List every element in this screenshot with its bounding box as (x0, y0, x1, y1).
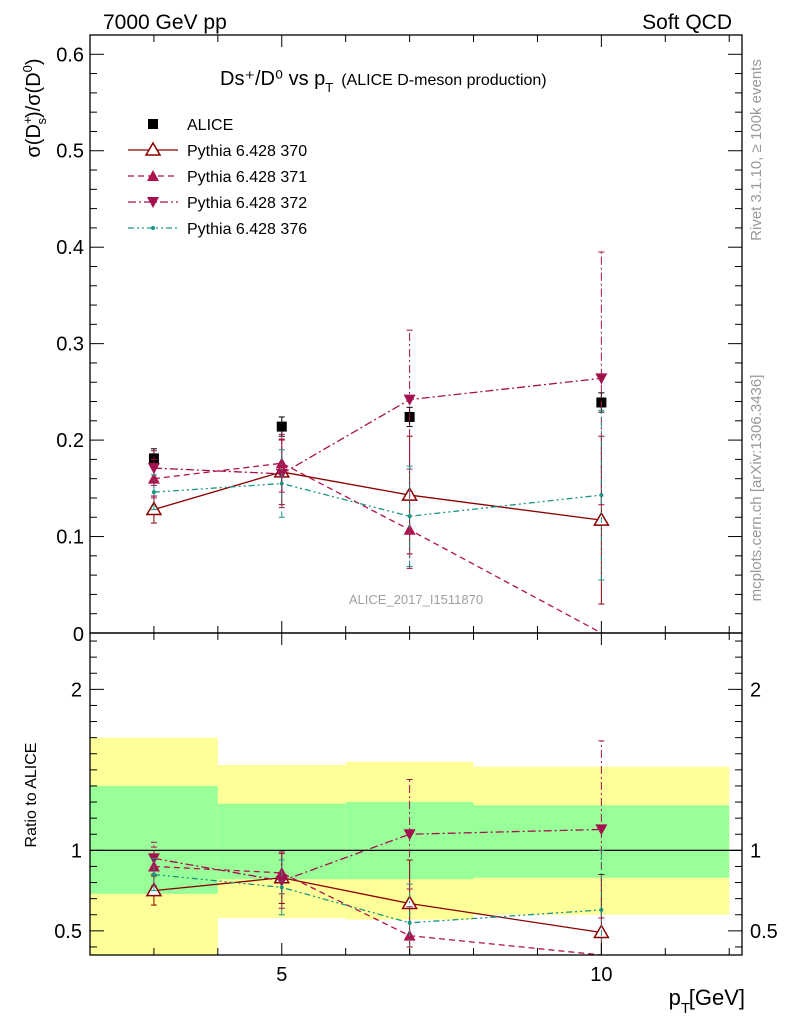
main-s4-point-0 (151, 490, 156, 495)
main-ytick-label-3: 0.4 (56, 237, 84, 259)
main-s1-line (153, 471, 602, 521)
main-s4-line (153, 482, 602, 517)
main-ytick-label-2: 0.3 (56, 334, 84, 356)
ratio-ytick-label-left-2: 2 (71, 679, 82, 701)
ratio-s3-point-3 (599, 907, 604, 912)
rivet-side-label: Rivet 3.1.10, ≥ 100k events (748, 59, 765, 241)
chart-title: Ds⁺/D⁰ vs pT (ALICE D-meson production) (220, 68, 547, 95)
ratio-s2-line (153, 828, 602, 882)
ratio-s0-line (153, 877, 602, 934)
legend-marker-2 (147, 170, 159, 181)
legend-label-3: Pythia 6.428 372 (187, 195, 307, 212)
ratio-ytick-label-right-1: 1 (750, 840, 761, 862)
x-tick-label-10: 10 (590, 964, 612, 986)
legend-marker-0 (148, 119, 158, 129)
mcplots-side-label: mcplots.cern.ch [arXiv:1306.3436] (748, 375, 765, 602)
x-tick-label-5: 5 (276, 964, 287, 986)
x-axis-unit: [GeV] (689, 985, 745, 1010)
ratio-s3-point-2 (407, 920, 412, 925)
main-ytick-label-0: 0.1 (56, 527, 84, 549)
ratio-s3-point-0 (151, 872, 156, 877)
main-ytick-label-1: 0.2 (56, 430, 84, 452)
ratio-s2-point-2 (403, 829, 416, 841)
data-marks (145, 251, 610, 956)
main-s3-point-0 (147, 463, 160, 475)
ratio-ytick-label-left-0: 0.5 (54, 921, 82, 943)
main-ytick-label-5: 0.6 (56, 44, 84, 66)
ratio-frame (89, 632, 743, 956)
main-s3-point-2 (403, 394, 416, 406)
ratio-s3-point-1 (279, 885, 284, 890)
legend-label-2: Pythia 6.428 371 (187, 169, 307, 186)
ratio-s3-line (153, 873, 602, 924)
legend-marker-4 (151, 226, 155, 230)
axes: 5 10 0.1 0.2 0.3 0.4 0.5 0.6 0 0.5 0.5 1 1 2 2 (54, 34, 778, 986)
legend-label-4: Pythia 6.428 376 (187, 221, 307, 238)
main-ytick-label-zero: 0 (73, 624, 84, 646)
legend-label-1: Pythia 6.428 370 (187, 143, 307, 160)
ratio-ytick-label-left-1: 1 (71, 840, 82, 862)
ratio-ylabel: Ratio to ALICE (23, 743, 40, 848)
main-s4-point-3 (599, 493, 604, 498)
ratio-ytick-label-right-2: 2 (750, 679, 761, 701)
legend-label-0: ALICE (187, 117, 233, 134)
main-s3-point-3 (595, 373, 608, 385)
analysis-watermark: ALICE_2017_I1511870 (349, 592, 483, 607)
legend: ALICE Pythia 6.428 370 Pythia 6.428 371 Pyt… (128, 117, 307, 238)
legend-marker-3 (147, 197, 159, 208)
main-s4-point-1 (279, 481, 284, 486)
main-s2-line (153, 462, 602, 634)
main-s4-point-2 (407, 514, 412, 519)
main-s0-point-1 (276, 421, 287, 432)
main-ylabel: σ(D+s)/σ(D0) (20, 58, 49, 157)
header-left: 7000 GeV pp (103, 11, 227, 34)
legend-marker-1 (144, 141, 162, 156)
main-ytick-label-4: 0.5 (56, 141, 84, 163)
main-s3-line (153, 377, 602, 475)
header-right: Soft QCD (642, 11, 732, 34)
main-s2-point-2 (403, 523, 416, 535)
ratio-ytick-label-right-0: 0.5 (750, 921, 778, 943)
x-axis-label: pT (669, 985, 690, 1017)
ratio-s2-point-3 (595, 824, 608, 836)
